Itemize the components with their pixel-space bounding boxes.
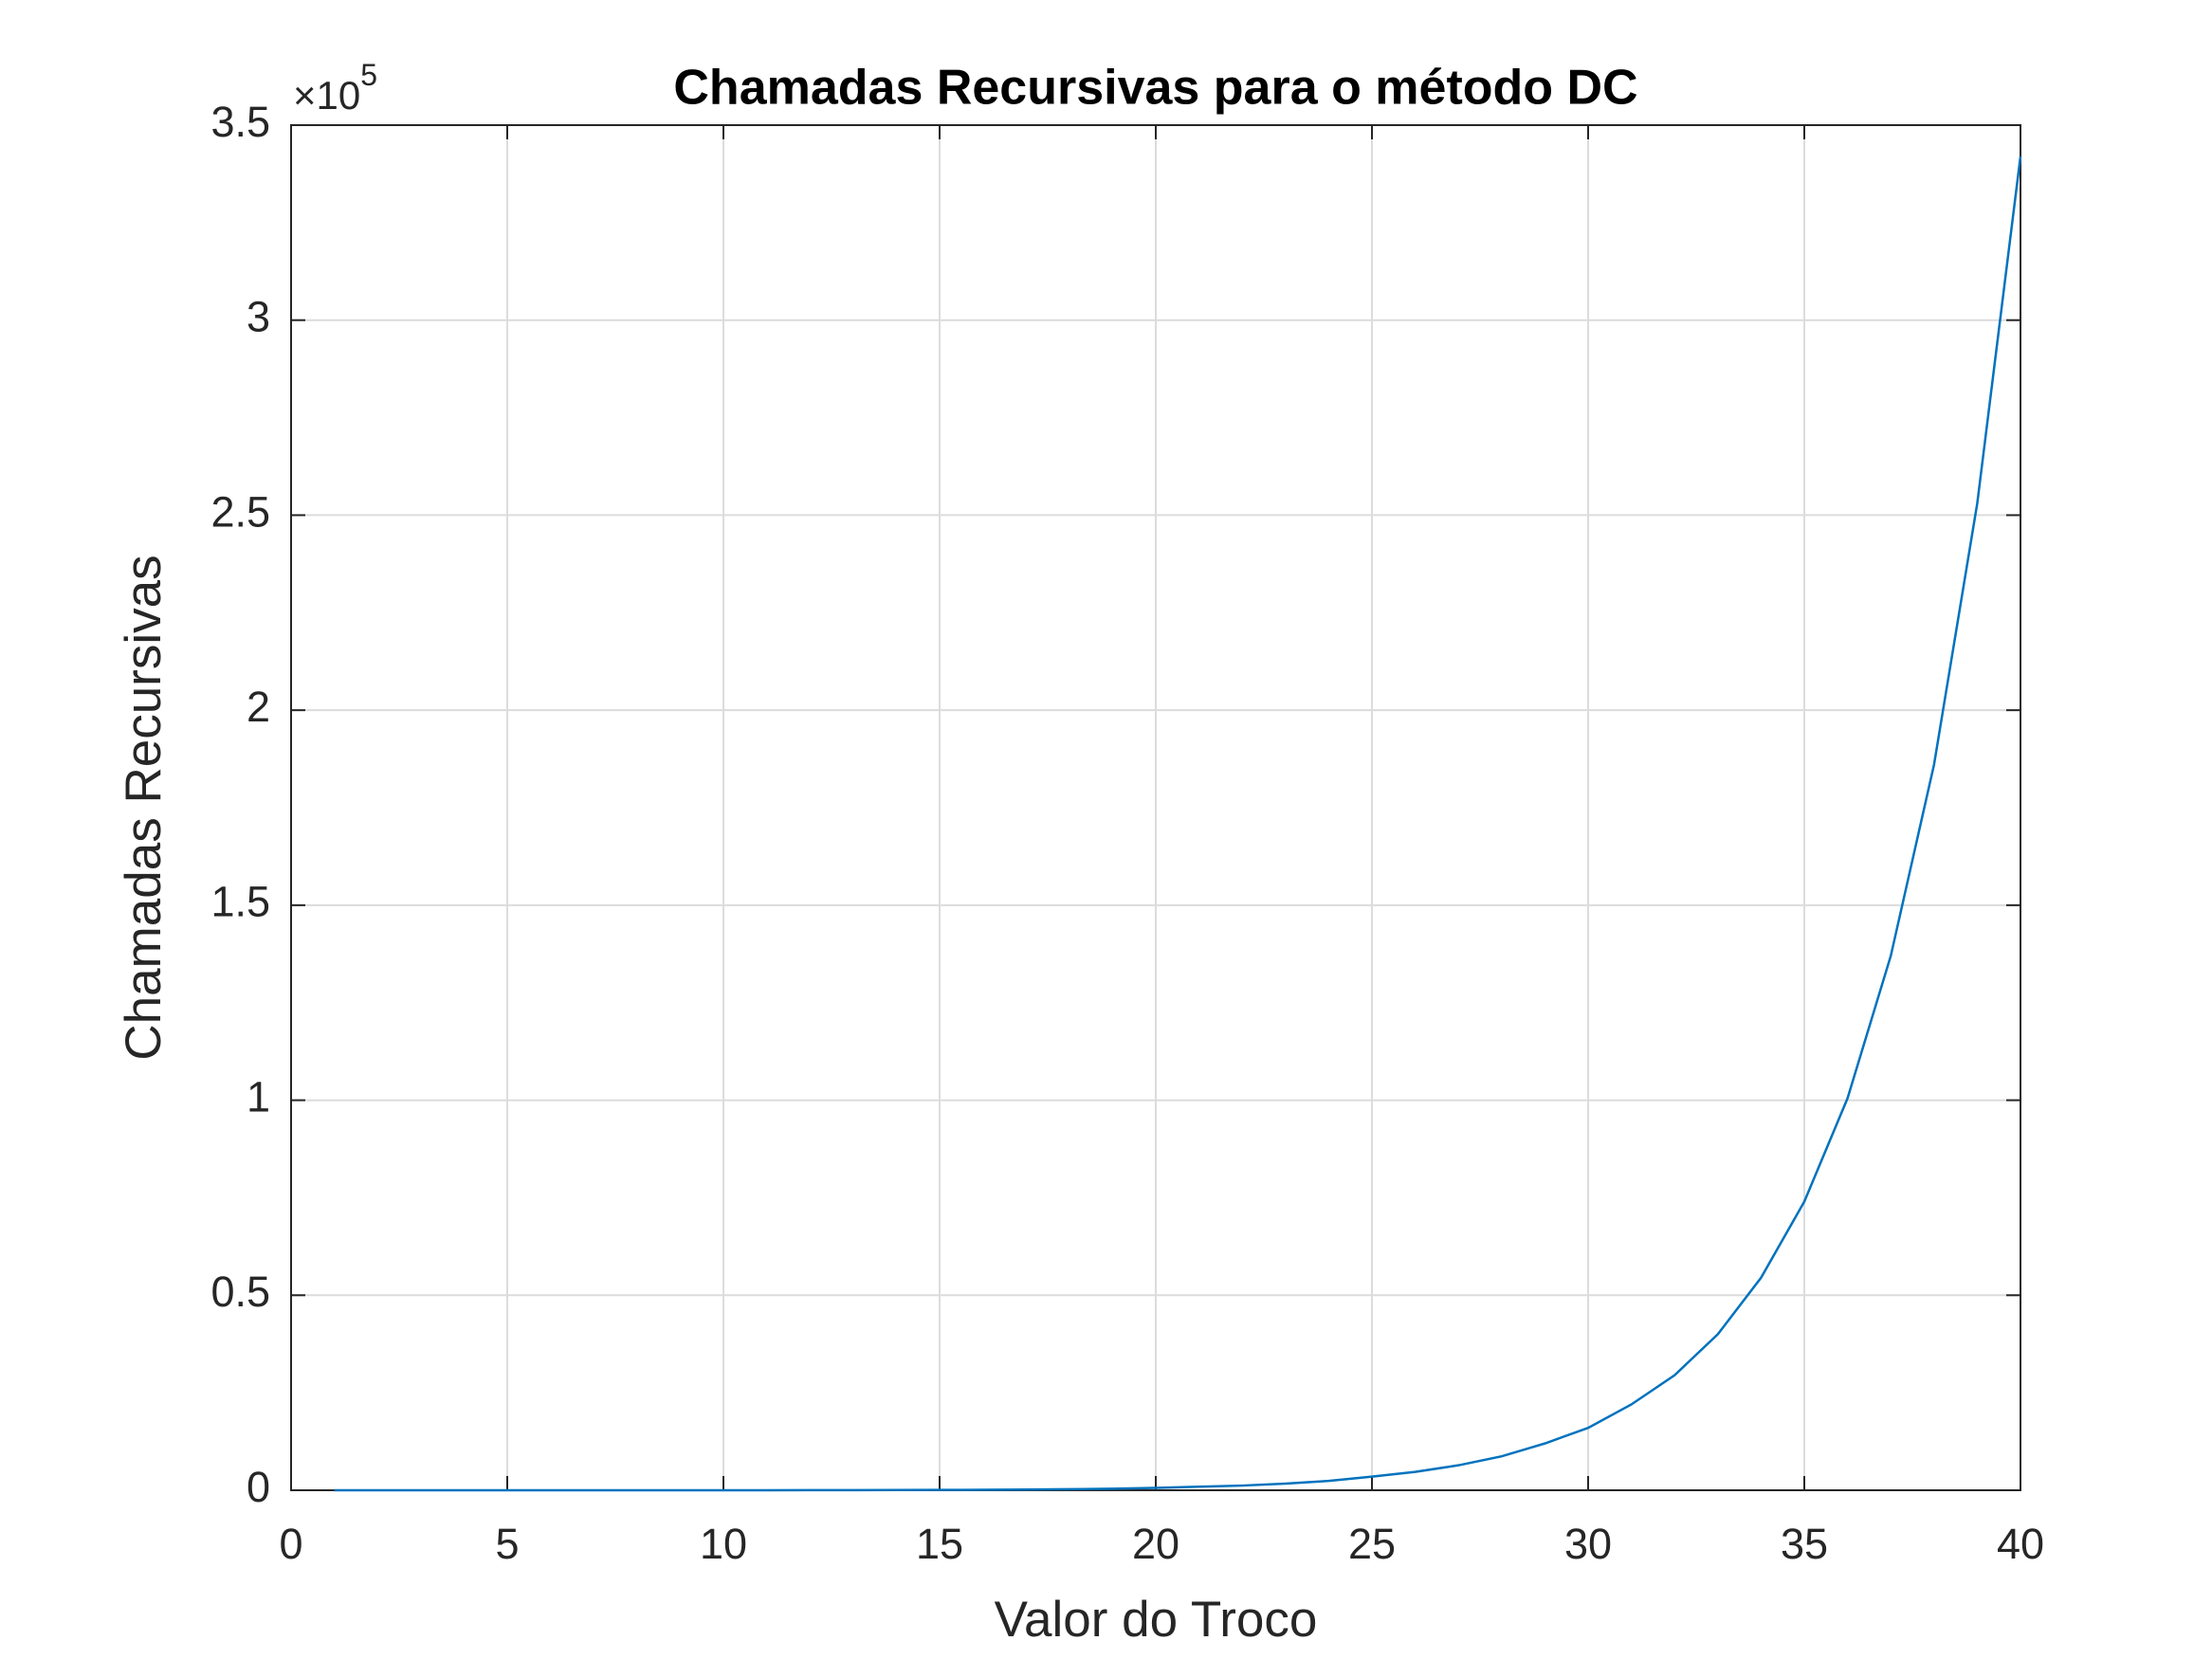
data-line [334, 155, 2022, 1492]
y-tick-label: 0.5 [210, 1267, 270, 1316]
y-tick-label: 1.5 [210, 878, 270, 926]
x-tick-label: 25 [1348, 1520, 1396, 1568]
plot-frame [290, 124, 2021, 1491]
y-tick-label: 1 [247, 1072, 270, 1121]
y-tick-label: 2.5 [210, 487, 270, 536]
x-tick-label: 5 [495, 1520, 519, 1568]
y-axis-label: Chamadas Recursivas [116, 555, 172, 1060]
y-multiplier: ×105 [293, 58, 377, 118]
x-tick-label: 40 [1997, 1520, 2044, 1568]
x-tick-label: 35 [1781, 1520, 1828, 1568]
y-tick-label: 0 [247, 1463, 270, 1511]
x-tick-label: 20 [1132, 1520, 1179, 1568]
x-tick-label: 30 [1564, 1520, 1612, 1568]
y-tick-label: 3 [247, 293, 270, 341]
x-tick-label: 15 [916, 1520, 963, 1568]
y-tick-label: 2 [247, 683, 270, 731]
multiplier-exponent: 5 [360, 58, 377, 92]
multiplier-base: ×10 [293, 73, 360, 118]
y-tick-label: 3.5 [210, 98, 270, 146]
x-tick-label: 10 [700, 1520, 747, 1568]
chart-title: Chamadas Recursivas para o método DC [673, 61, 1637, 116]
x-tick-label: 0 [279, 1520, 302, 1568]
x-axis-label: Valor do Troco [995, 1592, 1318, 1648]
